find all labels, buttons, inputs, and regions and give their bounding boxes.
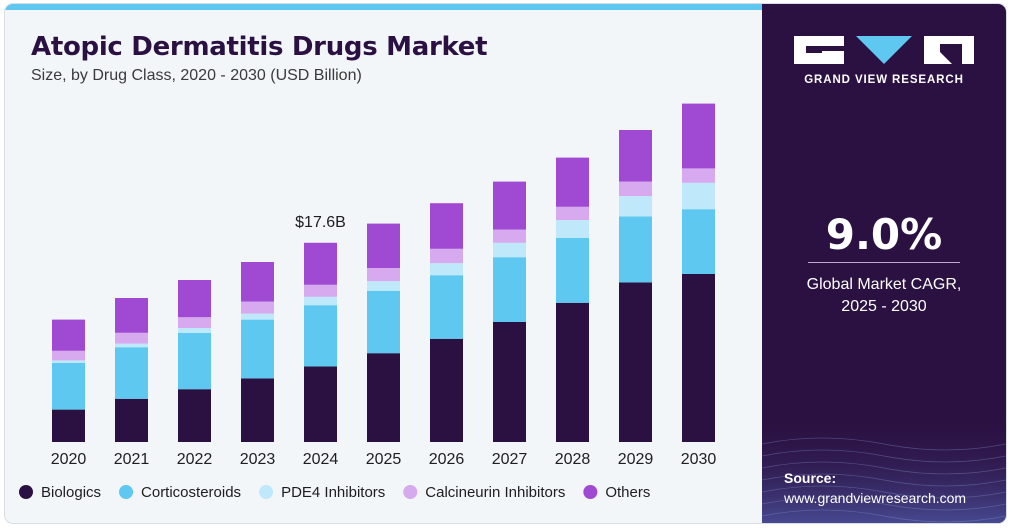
source-url: www.grandviewresearch.com bbox=[784, 490, 967, 506]
legend-marker-pde4-inhibitors bbox=[259, 485, 274, 499]
bar-2028-corticosteroids bbox=[556, 238, 589, 303]
x-tick-label: 2021 bbox=[114, 451, 150, 468]
x-tick-label: 2024 bbox=[303, 451, 339, 468]
x-tick-label: 2029 bbox=[618, 451, 654, 468]
legend-label-others: Others bbox=[605, 484, 650, 501]
legend-marker-others bbox=[583, 485, 598, 499]
x-tick-label: 2022 bbox=[177, 451, 213, 468]
x-tick-label: 2030 bbox=[681, 451, 717, 468]
bar-2020-corticosteroids bbox=[52, 362, 85, 410]
wave-pattern bbox=[762, 414, 1006, 523]
cagr-divider bbox=[808, 262, 960, 263]
legend-label-calcineurin-inhibitors: Calcineurin Inhibitors bbox=[425, 484, 565, 501]
bar-2028-others bbox=[556, 157, 589, 207]
bar-2028-biologics bbox=[556, 302, 589, 442]
bar-2030-calcineurin-inhibitors bbox=[682, 168, 715, 183]
bar-2024-corticosteroids bbox=[304, 305, 337, 367]
brand-logo-icon bbox=[794, 36, 974, 64]
bar-2022-others bbox=[178, 280, 211, 318]
bar-2022-corticosteroids bbox=[178, 332, 211, 390]
bar-2024-pde4-inhibitors bbox=[304, 296, 337, 306]
bar-2023-biologics bbox=[241, 378, 274, 442]
x-tick-label: 2027 bbox=[492, 451, 528, 468]
bar-2029-corticosteroids bbox=[619, 216, 652, 283]
bar-2021-others bbox=[115, 298, 148, 333]
source-label: Source: bbox=[784, 470, 837, 486]
bar-2022-biologics bbox=[178, 389, 211, 442]
x-tick-label: 2026 bbox=[429, 451, 465, 468]
source: Source: www.grandviewresearch.com bbox=[784, 470, 966, 506]
bar-2023-calcineurin-inhibitors bbox=[241, 301, 274, 314]
accent-bar bbox=[5, 4, 762, 10]
bar-2026-calcineurin-inhibitors bbox=[430, 248, 463, 264]
legend-label-corticosteroids: Corticosteroids bbox=[141, 484, 241, 501]
bar-2028-pde4-inhibitors bbox=[556, 220, 589, 238]
bar-2022-pde4-inhibitors bbox=[178, 328, 211, 333]
bar-2020-biologics bbox=[52, 409, 85, 442]
bar-2023-pde4-inhibitors bbox=[241, 313, 274, 320]
cagr-label-line-1: Global Market CAGR, bbox=[806, 276, 962, 293]
bar-2021-corticosteroids bbox=[115, 347, 148, 399]
x-tick-label: 2020 bbox=[51, 451, 87, 468]
legend-label-pde4-inhibitors: PDE4 Inhibitors bbox=[281, 484, 385, 501]
cagr-label-line-2: 2025 - 2030 bbox=[841, 298, 927, 315]
bar-2029-pde4-inhibitors bbox=[619, 196, 652, 217]
legend-marker-calcineurin-inhibitors bbox=[403, 485, 418, 499]
bar-2027-others bbox=[493, 181, 526, 230]
bar-2020-others bbox=[52, 319, 85, 351]
bar-2026-biologics bbox=[430, 338, 463, 442]
chart-subtitle: Size, by Drug Class, 2020 - 2030 (USD Bi… bbox=[31, 67, 362, 84]
x-tick-label: 2025 bbox=[366, 451, 402, 468]
bar-2029-biologics bbox=[619, 282, 652, 442]
x-tick-label: 2023 bbox=[240, 451, 276, 468]
legend-marker-biologics bbox=[19, 485, 33, 499]
bar-2027-calcineurin-inhibitors bbox=[493, 229, 526, 243]
bar-2030-corticosteroids bbox=[682, 209, 715, 274]
bar-2026-corticosteroids bbox=[430, 275, 463, 339]
bar-2021-biologics bbox=[115, 398, 148, 442]
bar-2023-others bbox=[241, 262, 274, 302]
bar-2030-biologics bbox=[682, 274, 715, 442]
bar-2029-calcineurin-inhibitors bbox=[619, 181, 652, 196]
bar-2026-others bbox=[430, 203, 463, 249]
bar-2023-corticosteroids bbox=[241, 319, 274, 379]
bar-2025-corticosteroids bbox=[367, 290, 400, 354]
data-label: $17.6B bbox=[295, 214, 346, 231]
bar-2029-others bbox=[619, 130, 652, 182]
legend-label-biologics: Biologics bbox=[41, 484, 101, 501]
infographic-card: Atopic Dermatitis Drugs Market Size, by … bbox=[5, 4, 1006, 523]
bar-2030-others bbox=[682, 103, 715, 169]
bar-2025-pde4-inhibitors bbox=[367, 281, 400, 291]
legend-marker-corticosteroids bbox=[119, 485, 134, 499]
bar-2024-calcineurin-inhibitors bbox=[304, 284, 337, 297]
chart-title: Atopic Dermatitis Drugs Market bbox=[31, 32, 488, 62]
bar-2027-biologics bbox=[493, 322, 526, 442]
bar-2022-calcineurin-inhibitors bbox=[178, 317, 211, 328]
x-tick-label: 2028 bbox=[555, 451, 591, 468]
bar-2030-pde4-inhibitors bbox=[682, 182, 715, 210]
bar-2026-pde4-inhibitors bbox=[430, 263, 463, 276]
bar-2024-biologics bbox=[304, 366, 337, 442]
bar-2020-pde4-inhibitors bbox=[52, 360, 85, 363]
bar-2025-biologics bbox=[367, 353, 400, 442]
bar-2027-pde4-inhibitors bbox=[493, 242, 526, 258]
bar-2025-others bbox=[367, 223, 400, 268]
cagr-value: 9.0% bbox=[825, 210, 943, 259]
cagr-label: Global Market CAGR, 2025 - 2030 bbox=[762, 274, 1006, 318]
sidebar-panel: GRAND VIEW RESEARCH 9.0% Global Market C… bbox=[762, 4, 1006, 523]
brand-logo: GRAND VIEW RESEARCH bbox=[794, 32, 974, 102]
bar-2024-others bbox=[304, 242, 337, 285]
bar-2028-calcineurin-inhibitors bbox=[556, 206, 589, 220]
bar-2021-pde4-inhibitors bbox=[115, 343, 148, 348]
stacked-bar-chart: 2020 2021 2022 2023 2024 $17.6B 2025 2026 2027 20… bbox=[19, 103, 717, 501]
bar-2025-calcineurin-inhibitors bbox=[367, 268, 400, 282]
bar-2027-corticosteroids bbox=[493, 257, 526, 322]
bar-2020-calcineurin-inhibitors bbox=[52, 350, 85, 361]
brand-name: GRAND VIEW RESEARCH bbox=[804, 74, 964, 86]
bar-2021-calcineurin-inhibitors bbox=[115, 332, 148, 344]
